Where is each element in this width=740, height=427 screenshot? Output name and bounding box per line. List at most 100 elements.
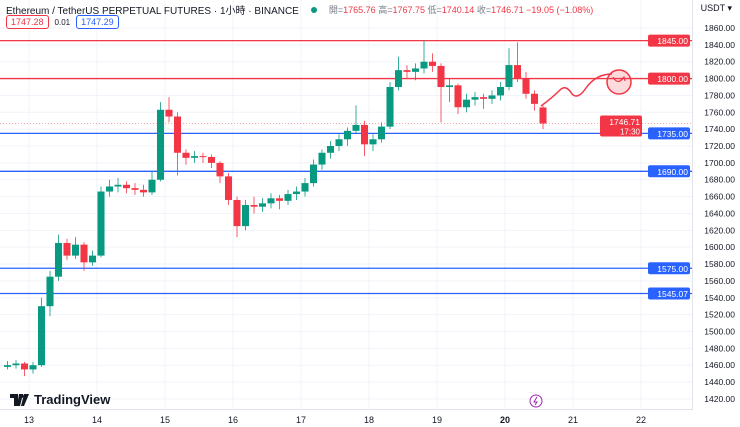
candle-body	[71, 244, 80, 256]
candle-body	[284, 194, 292, 201]
candle-down	[539, 105, 547, 130]
candle-body	[207, 156, 216, 163]
candle-up	[377, 122, 386, 143]
price-tick-label: 1480.00	[704, 343, 735, 353]
time-tick-label: 16	[228, 415, 238, 425]
candle-down	[437, 63, 445, 123]
support-label-text: 1575.00	[657, 264, 688, 274]
candle-body	[275, 198, 284, 201]
candle-up	[462, 93, 471, 113]
price-tick-label: 1660.00	[704, 192, 735, 202]
candle-body	[20, 363, 29, 370]
candle-body	[122, 184, 131, 189]
candle-body	[454, 85, 462, 108]
low-label: 低=	[427, 5, 442, 15]
candle-up	[496, 81, 505, 101]
tradingview-logo[interactable]: TradingView	[10, 392, 110, 407]
candle-body	[539, 107, 547, 124]
candle-body	[97, 191, 105, 256]
candle-up	[241, 199, 250, 231]
last-price-text: 1746.71	[609, 117, 640, 127]
candle-up	[114, 178, 122, 193]
support-label-text: 1545.07	[657, 289, 688, 299]
candle-up	[258, 198, 267, 212]
open-label: 開=	[328, 5, 344, 15]
candle-up	[488, 90, 496, 104]
candle-body	[386, 87, 394, 127]
symbol-title[interactable]: Ethereum / TetherUS PERPETUAL FUTURES · …	[6, 6, 299, 17]
candle-up	[352, 105, 360, 135]
bar-countdown-text: 17:30	[620, 128, 641, 137]
candle-up	[420, 40, 428, 74]
candle-body	[471, 97, 479, 100]
candle-down	[173, 112, 182, 176]
candle-down	[250, 196, 258, 214]
grid	[0, 0, 692, 409]
candle-body	[488, 95, 496, 99]
price-tick-label: 1760.00	[704, 107, 735, 117]
sell-button[interactable]: 1747.28	[6, 15, 49, 29]
candle-body	[377, 126, 386, 140]
candle-up	[3, 360, 12, 370]
candle-body	[428, 61, 437, 66]
price-axis[interactable]: 1860.00 1840.00 1820.00 1800.00 1780.00 1760.…	[704, 23, 735, 404]
candle-body	[114, 184, 122, 187]
tradingview-logo-text: TradingView	[34, 392, 111, 407]
candle-up	[156, 102, 165, 182]
candle-body	[182, 152, 190, 158]
high-value: 1767.75	[392, 5, 425, 15]
candle-body	[258, 203, 267, 207]
resistance-label-text: 1800.00	[657, 74, 688, 84]
candle-body	[530, 93, 539, 104]
candle-down	[360, 120, 369, 157]
candle-down	[80, 242, 88, 271]
candle-body	[513, 65, 522, 79]
candle-body	[496, 87, 505, 96]
price-tick-label: 1440.00	[704, 377, 735, 387]
candle-body	[131, 188, 139, 190]
arrow-icon	[612, 75, 626, 83]
tradingview-logo-icon	[10, 393, 29, 406]
candle-body	[343, 130, 352, 140]
candle-up	[471, 92, 479, 106]
candle-body	[326, 146, 335, 153]
high-label: 高=	[378, 5, 393, 15]
support-label-text: 1735.00	[657, 129, 688, 139]
time-axis[interactable]: 13 14 15 16 17 18 19 20 21 22	[24, 415, 646, 425]
candle-body	[479, 97, 488, 99]
candle-body	[411, 68, 420, 72]
candle-down	[403, 65, 411, 79]
candle-up	[88, 250, 97, 266]
candle-body	[233, 199, 241, 227]
candle-down	[233, 196, 241, 238]
currency-selector[interactable]: USDT ▾	[700, 3, 732, 13]
candle-body	[352, 124, 360, 131]
candle-body	[267, 198, 275, 204]
candle-body	[420, 61, 428, 69]
projection-curve-drawing[interactable]	[540, 73, 613, 107]
candle-up	[505, 48, 513, 91]
candle-body	[360, 124, 369, 145]
candle-up	[445, 78, 454, 103]
time-tick-label: 15	[160, 415, 170, 425]
candle-body	[165, 109, 173, 117]
time-tick-label: 20	[500, 415, 510, 425]
change-value: −19.05 (−1.08%)	[526, 5, 594, 15]
candle-down	[139, 184, 148, 197]
candle-body	[216, 162, 224, 177]
candle-down	[122, 181, 131, 194]
close-label: 收=	[476, 5, 492, 15]
close-value: 1746.71	[491, 5, 524, 15]
candle-down	[131, 183, 139, 195]
buy-button[interactable]: 1747.29	[76, 15, 119, 29]
spread-value: 0.01	[54, 17, 71, 27]
candle-down	[199, 152, 207, 163]
time-tick-label: 18	[364, 415, 374, 425]
candle-down	[428, 53, 437, 72]
price-tick-label: 1720.00	[704, 141, 735, 151]
events-lightning-icon[interactable]	[529, 394, 543, 408]
price-tick-label: 1700.00	[704, 158, 735, 168]
time-tick-label: 17	[296, 415, 306, 425]
